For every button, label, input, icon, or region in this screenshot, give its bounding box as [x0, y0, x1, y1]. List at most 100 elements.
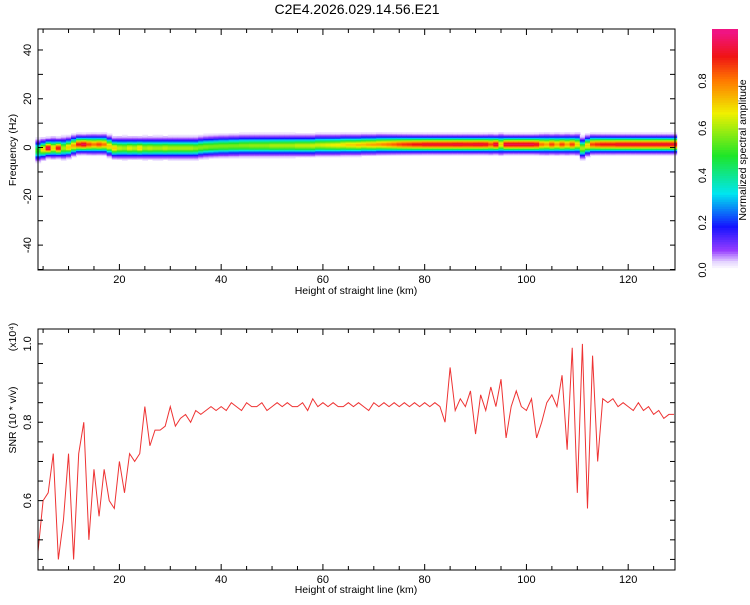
spectrogram-cell: [656, 140, 662, 143]
colorbar-step: [712, 260, 738, 264]
spectrogram-cell: [391, 153, 398, 155]
spectrogram-cell: [493, 135, 500, 138]
spectrogram-cell: [569, 154, 576, 157]
spectrogram-cell: [417, 138, 423, 141]
spectrogram-cell: [76, 146, 82, 149]
spectrogram-cell: [452, 148, 459, 150]
spectrogram-cell: [335, 135, 342, 138]
spectrogram-cell: [610, 144, 617, 147]
spectrogram-cell: [503, 148, 510, 150]
spectrogram-cell: [305, 142, 311, 144]
spectrogram-cell: [106, 137, 113, 140]
spectrogram-cell: [305, 137, 311, 140]
spectrogram-cell: [279, 137, 286, 140]
x-tick-label: 40: [215, 574, 227, 586]
spectrogram-cell: [71, 148, 77, 150]
spectrogram-cell: [274, 132, 281, 135]
spectrogram-cell: [427, 139, 433, 142]
spectrogram-cell: [218, 137, 225, 140]
spectrogram-cell: [595, 154, 601, 157]
spectrogram-cell: [513, 140, 520, 143]
spectrogram-cell: [300, 140, 306, 143]
spectrogram-cell: [315, 155, 321, 158]
spectrogram-cell: [60, 157, 67, 160]
spectrogram-cell: [111, 153, 118, 155]
spectrogram-cell: [528, 137, 535, 140]
spectrogram-cell: [493, 142, 500, 144]
spectrogram-cell: [111, 144, 118, 147]
spectrogram-cell: [152, 155, 159, 158]
spectrogram-cell: [523, 148, 530, 150]
spectrogram-cell: [228, 143, 235, 146]
spectrogram-cell: [350, 143, 357, 146]
spectrogram-cell: [76, 143, 82, 146]
spectrogram-cell: [513, 135, 520, 138]
spectrogram-cell: [457, 132, 464, 135]
spectrogram-cell: [427, 146, 433, 149]
spectrogram-cell: [116, 142, 123, 144]
spectrogram-cell: [91, 138, 98, 141]
spectrogram-cell: [422, 133, 428, 136]
spectrogram-cell: [620, 153, 627, 155]
spectrogram-cell: [259, 133, 266, 136]
spectrogram-cell: [574, 143, 581, 146]
spectrogram-cell: [401, 148, 408, 150]
spectrogram-cell: [106, 143, 113, 146]
spectrogram-cell: [478, 144, 484, 147]
spectrogram-cell: [630, 138, 637, 141]
spectrogram-cell: [101, 154, 108, 157]
spectrogram-cell: [116, 148, 123, 150]
spectrogram-cell: [76, 138, 82, 141]
spectrogram-cell: [656, 150, 662, 153]
spectrogram-cell: [371, 145, 377, 148]
spectrogram-cell: [223, 155, 230, 158]
spectrogram-cell: [127, 148, 133, 150]
spectrogram-cell: [513, 154, 520, 157]
spectrogram-cell: [340, 153, 347, 155]
spectrogram-cell: [345, 140, 352, 143]
spectrogram-cell: [467, 133, 474, 136]
spectrogram-cell: [401, 134, 408, 137]
spectrogram-cell: [223, 145, 230, 148]
spectrogram-cell: [91, 134, 98, 137]
spectrogram-cell: [233, 150, 240, 153]
spectrogram-cell: [142, 137, 148, 140]
spectrogram-cell: [574, 139, 581, 142]
spectrogram-cell: [493, 137, 500, 140]
spectrogram-cell: [65, 154, 72, 157]
spectrogram-cell: [457, 137, 464, 140]
spectrogram-cell: [208, 156, 215, 159]
spectrogram-cell: [371, 149, 377, 152]
spectrogram-cell: [294, 142, 301, 144]
spectrogram-cell: [610, 145, 617, 148]
spectrogram-cell: [183, 156, 189, 159]
spectrogram-cell: [651, 143, 657, 146]
spectrogram-cell: [310, 143, 316, 146]
spectrogram-cell: [40, 155, 47, 158]
spectrogram-cell: [584, 143, 591, 146]
spectrogram-cell: [493, 143, 500, 146]
spectrogram-cell: [106, 133, 113, 136]
spectrogram-cell: [366, 139, 372, 142]
spectrogram-cell: [162, 153, 169, 155]
spectrogram-cell: [320, 149, 327, 152]
spectrogram-cell: [473, 144, 479, 147]
spectrogram-cell: [610, 134, 617, 137]
spectrogram-cell: [355, 135, 362, 138]
spectrogram-cell: [198, 143, 204, 146]
spectrogram-cell: [564, 143, 571, 146]
spectrogram-cell: [340, 150, 347, 153]
spectrogram-cell: [96, 146, 103, 149]
spectrogram-cell: [605, 150, 611, 153]
spectrogram-cell: [549, 139, 556, 142]
spectrogram-cell: [625, 148, 632, 150]
spectrogram-cell: [656, 149, 662, 152]
spectrogram-cell: [264, 140, 271, 143]
spectrogram-cell: [60, 138, 67, 141]
spectrogram-cell: [432, 143, 438, 146]
spectrogram-cell: [238, 140, 245, 143]
spectrogram-cell: [671, 144, 678, 147]
spectrogram-cell: [635, 149, 642, 152]
spectrogram-cell: [401, 137, 408, 140]
colorbar-step: [712, 161, 738, 165]
